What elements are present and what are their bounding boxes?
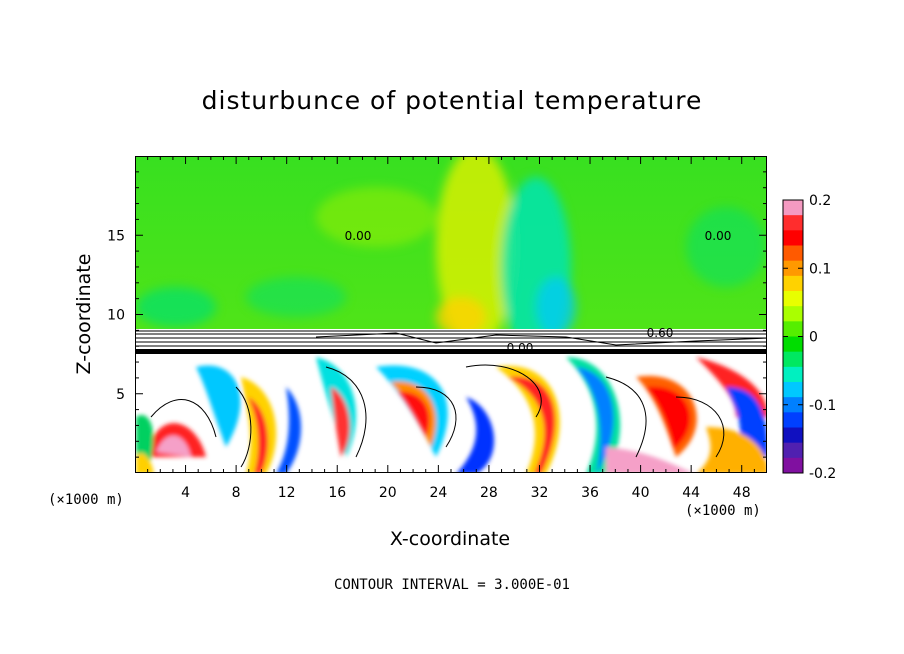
x-tick-label: 36 bbox=[581, 485, 599, 501]
y-tick-label: 10 bbox=[107, 308, 125, 324]
colorbar-segment bbox=[783, 427, 803, 444]
colorbar-segment bbox=[783, 275, 803, 292]
colorbar-segment bbox=[783, 245, 803, 262]
colorbar-segment bbox=[783, 200, 803, 216]
contour-interval-note: CONTOUR INTERVAL = 3.000E-01 bbox=[333, 577, 570, 593]
x-tick-label: 20 bbox=[379, 485, 397, 501]
colorbar-segment bbox=[783, 351, 803, 368]
x-tick-label: 24 bbox=[429, 485, 447, 501]
colorbar-segment bbox=[783, 230, 803, 246]
x-tick-label: 40 bbox=[632, 485, 650, 501]
colorbar-segment bbox=[783, 366, 803, 383]
colorbar-label: -0.2 bbox=[809, 466, 836, 482]
plot-area bbox=[135, 156, 767, 473]
x-tick-label: 44 bbox=[682, 485, 700, 501]
colorbar-segment bbox=[783, 336, 803, 353]
y-axis-label: Z-coordinate bbox=[73, 253, 95, 375]
colorbar-label: -0.1 bbox=[809, 398, 836, 414]
lower-anomalies bbox=[136, 357, 766, 472]
colorbar-segment bbox=[783, 260, 803, 277]
x-tick-label: 32 bbox=[531, 485, 549, 501]
colorbar-segment bbox=[783, 306, 803, 322]
x-tick-label: 28 bbox=[480, 485, 498, 501]
colorbar-segment bbox=[783, 382, 803, 398]
x-unit-left: (×1000 m) bbox=[48, 492, 124, 508]
colorbar-segment bbox=[783, 215, 803, 231]
contour-label: 0.60 bbox=[647, 326, 674, 340]
colorbar-segment bbox=[783, 442, 803, 459]
x-tick-label: 4 bbox=[181, 485, 190, 501]
chart-title: disturbunce of potential temperature bbox=[201, 86, 703, 115]
colorbar-label: 0.1 bbox=[809, 261, 831, 277]
colorbar-segment bbox=[783, 412, 803, 428]
tropopause-contours bbox=[136, 330, 766, 347]
colorbar-segment bbox=[783, 397, 803, 413]
colorbar-label: 0.2 bbox=[809, 193, 831, 209]
y-tick-label: 5 bbox=[116, 387, 125, 403]
y-tick-label: 15 bbox=[107, 228, 125, 244]
colorbar-segment bbox=[783, 321, 803, 337]
colorbar-segment bbox=[783, 291, 803, 307]
colorbar-segment bbox=[783, 457, 803, 474]
x-tick-label: 12 bbox=[278, 485, 296, 501]
x-tick-label: 48 bbox=[733, 485, 751, 501]
colorbar-label: 0 bbox=[809, 330, 818, 346]
x-tick-label: 8 bbox=[232, 485, 241, 501]
contour-label: 0.00 bbox=[507, 341, 534, 355]
x-tick-label: 16 bbox=[328, 485, 346, 501]
x-unit-right: (×1000 m) bbox=[685, 503, 761, 519]
upper-anomalies bbox=[136, 157, 766, 357]
heatmap-field bbox=[136, 157, 766, 472]
contour-label: 0.00 bbox=[345, 229, 372, 243]
x-axis-label: X-coordinate bbox=[389, 528, 511, 550]
lower-contours bbox=[150, 364, 725, 468]
contour-label: 0.00 bbox=[705, 229, 732, 243]
